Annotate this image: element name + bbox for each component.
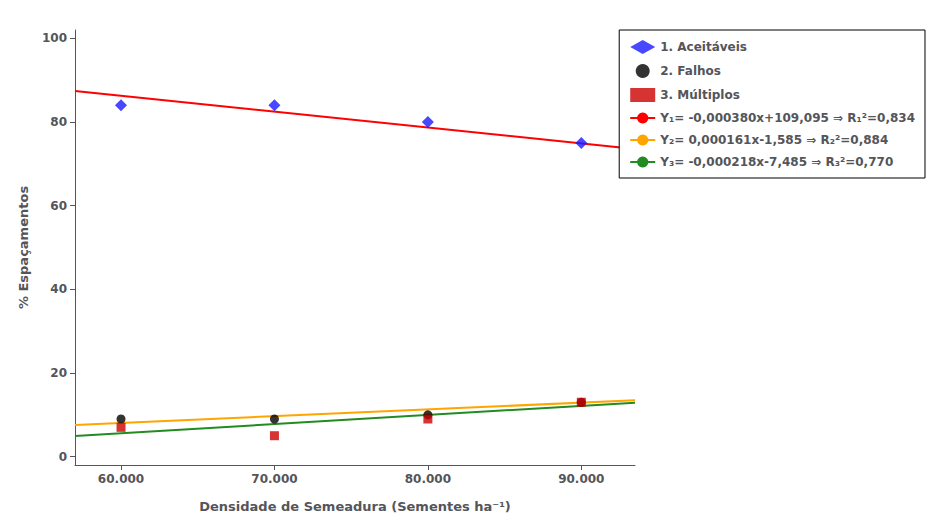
svg-text:60.000: 60.000 — [98, 472, 144, 486]
svg-text:Y₃= -0,000218x-7,485 ⇒ R₃²=0,7: Y₃= -0,000218x-7,485 ⇒ R₃²=0,770 — [659, 155, 893, 169]
svg-text:80.000: 80.000 — [405, 472, 451, 486]
svg-text:Y₂= 0,000161x-1,585 ⇒ R₂²=0,88: Y₂= 0,000161x-1,585 ⇒ R₂²=0,884 — [659, 133, 888, 147]
svg-text:Y₁= -0,000380x+109,095 ⇒ R₁²=0: Y₁= -0,000380x+109,095 ⇒ R₁²=0,834 — [659, 111, 915, 125]
svg-text:90.000: 90.000 — [558, 472, 604, 486]
svg-text:100: 100 — [42, 31, 67, 45]
svg-text:2. Falhos: 2. Falhos — [660, 64, 721, 78]
svg-text:1. Aceitáveis: 1. Aceitáveis — [660, 40, 747, 54]
svg-text:70.000: 70.000 — [251, 472, 297, 486]
svg-text:40: 40 — [50, 282, 67, 296]
svg-text:3. Múltiplos: 3. Múltiplos — [660, 88, 740, 102]
svg-text:0: 0 — [59, 450, 67, 464]
svg-text:% Espaçamentos: % Espaçamentos — [16, 186, 31, 309]
svg-text:60: 60 — [50, 199, 67, 213]
svg-text:20: 20 — [50, 366, 67, 380]
svg-text:Densidade de Semeadura (Sement: Densidade de Semeadura (Sementes ha⁻¹) — [199, 499, 511, 514]
svg-text:80: 80 — [50, 115, 67, 129]
